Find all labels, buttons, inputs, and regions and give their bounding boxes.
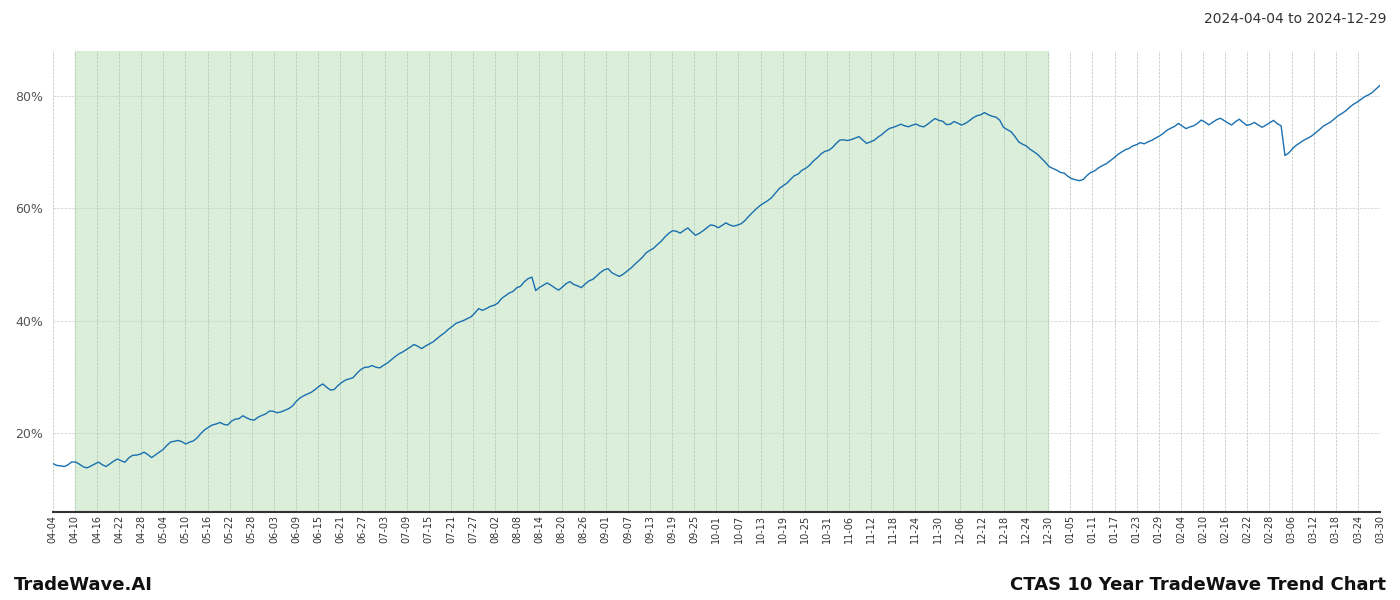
Text: TradeWave.AI: TradeWave.AI xyxy=(14,576,153,594)
Text: 2024-04-04 to 2024-12-29: 2024-04-04 to 2024-12-29 xyxy=(1204,12,1386,26)
Bar xyxy=(74,51,1049,512)
Text: CTAS 10 Year TradeWave Trend Chart: CTAS 10 Year TradeWave Trend Chart xyxy=(1009,576,1386,594)
